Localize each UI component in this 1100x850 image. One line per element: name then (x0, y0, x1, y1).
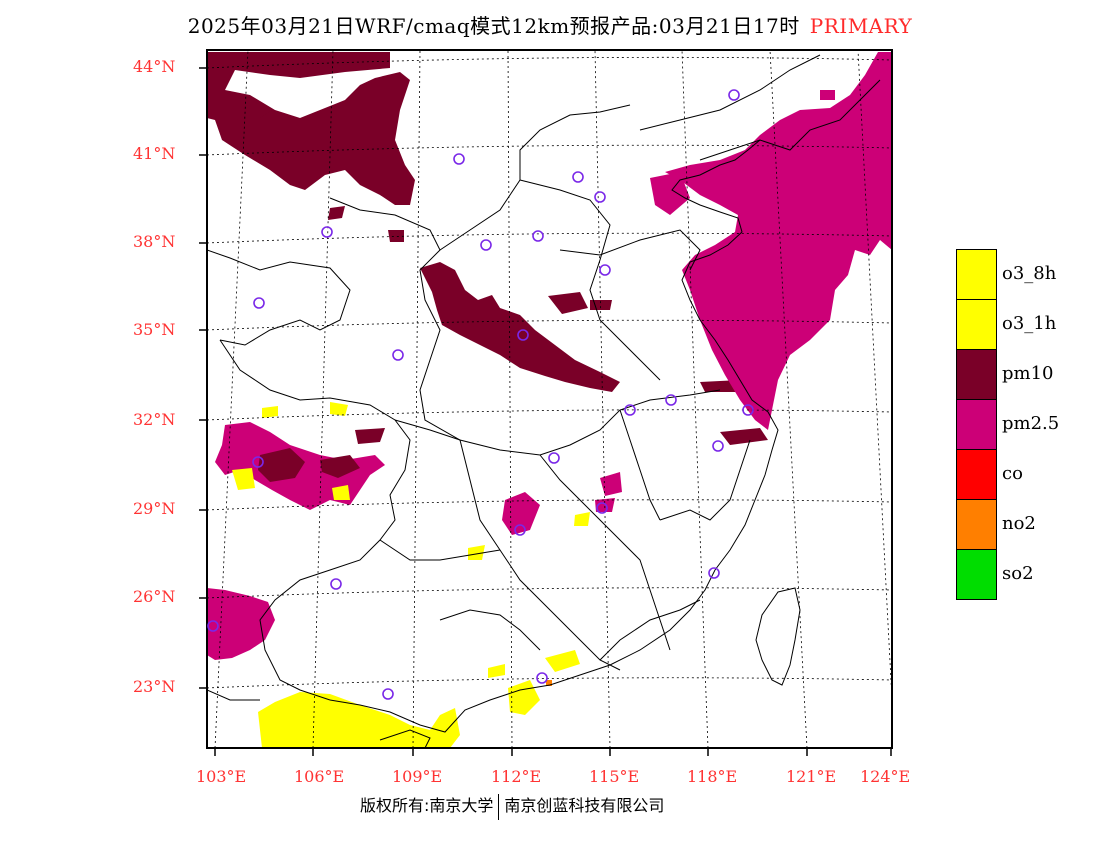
pm10-patch (328, 206, 345, 220)
pm10-patch (320, 455, 360, 478)
pm10-patch (355, 428, 385, 444)
city-marker (599, 264, 611, 276)
lat-label-41n: 41°N (133, 144, 176, 163)
pm25-region-yunnan (207, 588, 275, 660)
legend-swatch (956, 499, 997, 550)
map-title: 2025年03月21日WRF/cmaq模式12km预报产品:03月21日17时 P… (0, 10, 1100, 39)
legend-swatch (956, 299, 997, 350)
legend-label: so2 (1002, 563, 1034, 584)
legend-label: o3_1h (1002, 313, 1057, 334)
o3-patch (488, 664, 505, 678)
lat-label-23n: 23°N (133, 677, 176, 696)
city-marker (252, 456, 264, 468)
city-marker (596, 502, 608, 514)
o3-patch (468, 545, 485, 560)
city-marker (382, 688, 394, 700)
pm25-patch (502, 492, 540, 535)
legend-swatch (956, 249, 997, 300)
o3-region-south (258, 692, 460, 748)
province-borders (207, 54, 881, 701)
lon-label-109e: 109°E (392, 767, 443, 786)
pm10-patch (548, 292, 588, 314)
pm10-patch (388, 230, 404, 242)
city-markers (207, 89, 754, 700)
pm25-patch (820, 90, 835, 100)
o3-patch (508, 680, 540, 715)
legend-swatch (956, 399, 997, 450)
city-marker (594, 191, 606, 203)
legend-label: pm2.5 (1002, 413, 1060, 434)
city-marker (514, 524, 526, 536)
lon-label-121e: 121°E (786, 767, 837, 786)
lon-label-118e: 118°E (687, 767, 738, 786)
lat-label-26n: 26°N (133, 587, 176, 606)
pm10-patch (215, 106, 272, 120)
o3-patch (330, 402, 348, 416)
copyright-right: 南京创蓝科技有限公司 (504, 796, 665, 815)
lat-label-32n: 32°N (133, 410, 176, 429)
pm10-region-central (420, 262, 620, 392)
coastline (329, 139, 779, 733)
copyright-footer: 版权所有:南京大学 南京创蓝科技有限公司 (360, 792, 664, 820)
city-marker (624, 404, 636, 416)
city-marker (548, 452, 560, 464)
taiwan-outline (755, 587, 801, 686)
city-marker (742, 404, 754, 416)
city-marker (572, 171, 584, 183)
pm10-patch (720, 428, 768, 445)
o3-patch (232, 468, 255, 490)
pm25-region-northeast (665, 52, 892, 430)
legend-label: o3_8h (1002, 263, 1057, 284)
lon-label-103e: 103°E (196, 767, 247, 786)
city-marker (321, 226, 333, 238)
title-primary-tag: PRIMARY (809, 14, 913, 38)
pm10-patch (590, 300, 612, 310)
legend-swatch (956, 349, 997, 400)
title-main: 2025年03月21日WRF/cmaq模式12km预报产品:03月21日17时 (187, 14, 800, 38)
pm10-patch (258, 448, 305, 482)
legend-swatch (956, 449, 997, 500)
pm10-region-northwest (207, 52, 415, 205)
city-marker (532, 230, 544, 242)
city-marker (708, 567, 720, 579)
legend-label: no2 (1002, 513, 1036, 534)
city-marker (207, 620, 219, 632)
city-marker (480, 239, 492, 251)
lon-label-115e: 115°E (589, 767, 640, 786)
o3-patch (332, 485, 350, 500)
lat-label-29n: 29°N (133, 499, 176, 518)
city-marker (517, 329, 529, 341)
hainan-outline (379, 729, 431, 748)
city-marker (453, 153, 465, 165)
lon-label-112e: 112°E (491, 767, 542, 786)
city-marker (330, 578, 342, 590)
legend-swatch (956, 549, 997, 600)
legend-label: co (1002, 463, 1023, 484)
lat-label-44n: 44°N (133, 57, 176, 76)
legend-label: pm10 (1002, 363, 1054, 384)
city-marker (712, 440, 724, 452)
lat-label-35n: 35°N (133, 320, 176, 339)
map-frame (206, 49, 893, 749)
copyright-left: 版权所有:南京大学 (360, 796, 494, 815)
o3-patch (574, 512, 590, 526)
graticule (207, 50, 892, 748)
city-marker (392, 349, 404, 361)
city-marker (536, 672, 548, 684)
city-marker (728, 89, 740, 101)
axis-ticks (199, 67, 892, 756)
city-marker (665, 394, 677, 406)
o3-patch (262, 406, 278, 418)
lon-label-106e: 106°E (294, 767, 345, 786)
lat-label-38n: 38°N (133, 232, 176, 251)
pm25-patch (600, 472, 622, 496)
city-marker (253, 297, 265, 309)
copyright-separator (498, 793, 500, 820)
pm25-patch (650, 172, 690, 215)
lon-label-124e: 124°E (860, 767, 911, 786)
o3-patch (545, 650, 580, 672)
